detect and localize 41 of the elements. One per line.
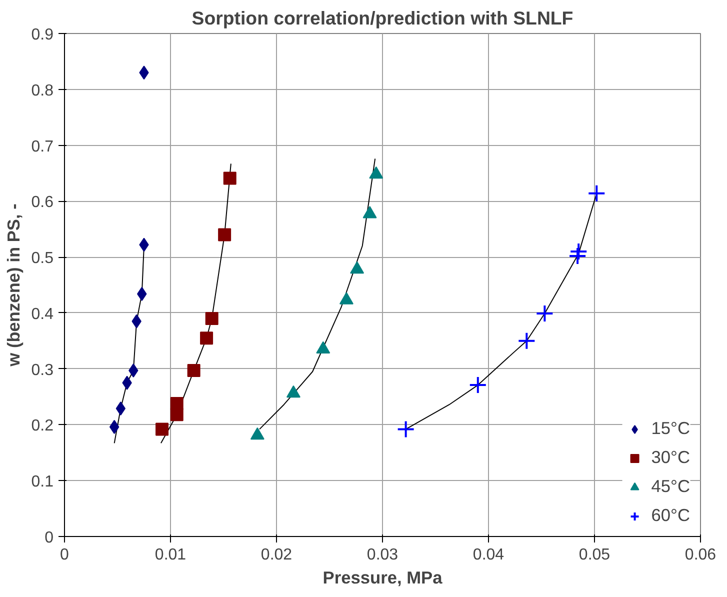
y-tick-label: 0.2 (31, 418, 54, 435)
point (396, 420, 415, 438)
point (518, 332, 536, 350)
y-tick-label: 0.1 (31, 474, 54, 491)
point (223, 172, 236, 185)
legend-label: 30°C (651, 447, 690, 468)
point (588, 184, 606, 202)
x-tick-label: 0.03 (366, 546, 398, 564)
x-tick-label: 0.06 (684, 546, 716, 564)
point (109, 420, 120, 434)
y-tick-label: 0.5 (31, 250, 54, 268)
point (205, 312, 218, 326)
legend-label: 15°C (651, 418, 690, 439)
point (200, 332, 214, 345)
line-series (160, 163, 232, 444)
point (536, 304, 554, 323)
point (218, 228, 232, 242)
y-tick-label: 0.7 (31, 138, 54, 156)
x-tick-label: 0 (60, 546, 70, 564)
y-tick-label: 0.8 (31, 82, 54, 100)
x-tick-label: 0.04 (472, 546, 504, 564)
y-tick-label: 0 (44, 530, 54, 546)
x-tick-label: 0.05 (578, 546, 610, 564)
y-tick-label: 0.6 (31, 194, 54, 212)
y-tick-label: 0.3 (31, 362, 54, 379)
point (568, 246, 587, 265)
y-tick-label: 0.4 (31, 306, 54, 323)
x-tick-label: 0.01 (154, 546, 186, 564)
point (116, 402, 126, 416)
point (468, 376, 487, 394)
point (156, 422, 169, 436)
chart-title: Sorption correlation/prediction with SLNLF (192, 8, 574, 28)
x-tick-label: 0.02 (260, 546, 292, 564)
legend-label: 45°C (651, 476, 690, 497)
point (187, 364, 200, 378)
y-tick-label: 0.9 (31, 26, 54, 44)
point (170, 396, 184, 410)
point (570, 242, 588, 260)
legend-label: 60°C (651, 505, 690, 526)
y-axis-title: w (benzene) in PS, - (3, 203, 24, 368)
x-axis-title: Pressure, MPa (322, 568, 443, 588)
